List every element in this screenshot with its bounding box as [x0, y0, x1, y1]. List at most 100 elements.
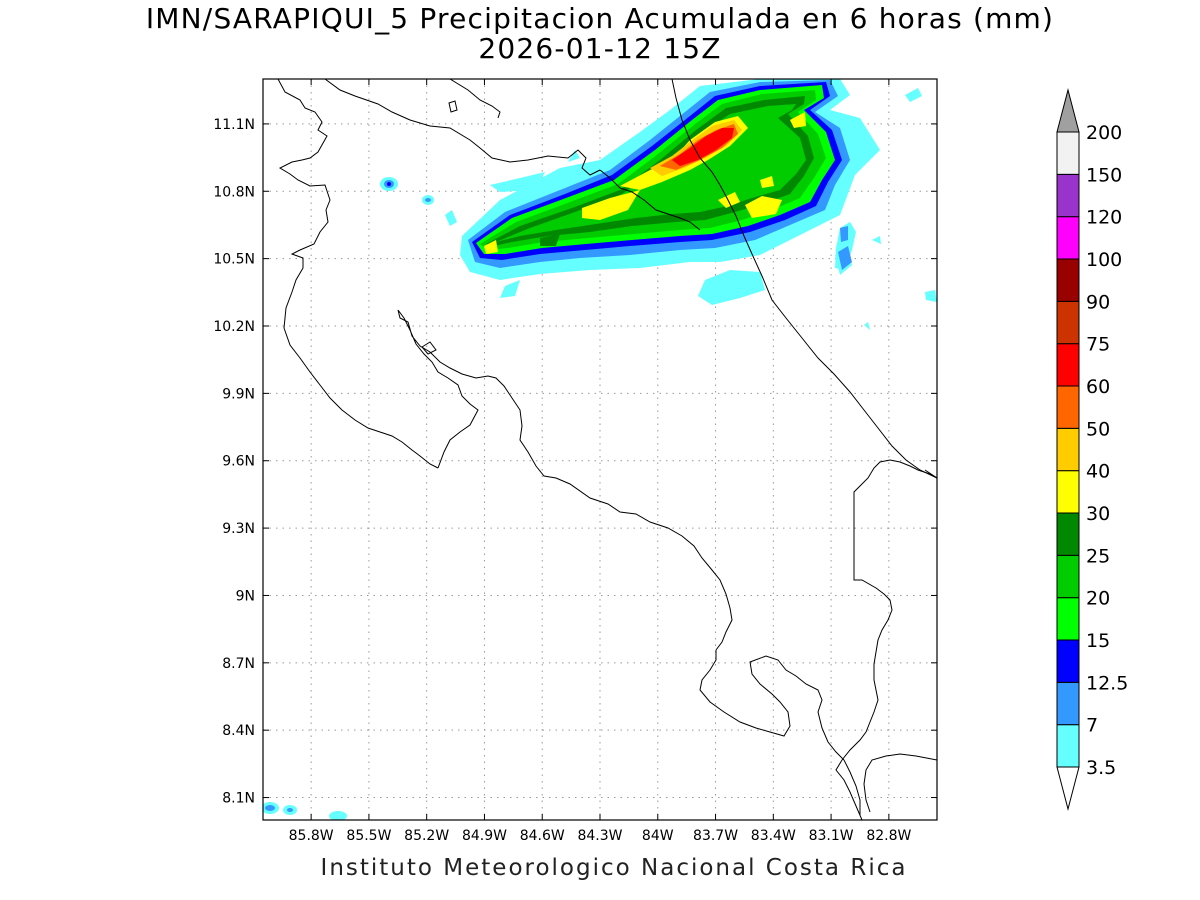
colorbar-label: 90 [1086, 291, 1110, 313]
precip-7-area [838, 246, 852, 270]
precip-7-area [425, 198, 431, 202]
colorbar-label: 60 [1086, 376, 1110, 398]
precip-7-area [840, 226, 848, 242]
precip-3.5-area [925, 290, 937, 302]
colorbar-label: 3.5 [1086, 757, 1116, 779]
precip-3.5-area [872, 236, 881, 244]
lat-tick-label: 9N [236, 588, 255, 604]
precip-40-area [760, 176, 774, 188]
colorbar-segment [1056, 597, 1080, 641]
coastlines [277, 79, 937, 820]
lon-tick-label: 84.9W [462, 828, 507, 844]
precip-75-area [672, 128, 734, 166]
lon-tick-label: 84W [642, 828, 674, 844]
colorbar-segment [1056, 385, 1080, 429]
precip-40-area [745, 196, 782, 218]
colorbar-label: 30 [1086, 503, 1110, 525]
footer-credit: Instituto Meteorologico Nacional Costa R… [320, 855, 908, 881]
map-title: IMN/SARAPIQUI_5 Precipitacion Acumulada … [145, 2, 1055, 35]
pacific-coast [283, 327, 439, 469]
colorbar-segment [1056, 639, 1080, 683]
colorbar-segment [1056, 724, 1080, 768]
precip-40-area [790, 112, 806, 128]
lon-tick-label: 83.4W [751, 828, 796, 844]
lat-tick-label: 10.2N [213, 319, 255, 335]
precip-colorbar: 3.5 7 12.5 15 20 25 30 40 50 60 75 90 100 120 150 200 [1056, 88, 1128, 811]
lat-tick-label: 8.1N [222, 791, 255, 807]
precip-3.5-area [445, 210, 457, 226]
lake-nicaragua-shore [324, 79, 601, 176]
precip-3.5-area [864, 322, 870, 330]
island-outline [448, 100, 458, 113]
chira-island [421, 341, 437, 355]
lon-tick-label: 84.6W [520, 828, 565, 844]
colorbar-label: 50 [1086, 418, 1110, 440]
colorbar-label: 12.5 [1086, 672, 1128, 694]
map-valid-time: 2026-01-12 15Z [478, 32, 722, 65]
lon-tick-label: 83.7W [693, 828, 738, 844]
caribbean-coast [719, 184, 937, 479]
precip-3.5-area [698, 270, 765, 305]
lon-tick-label: 85.8W [289, 828, 334, 844]
colorbar-label: 7 [1086, 715, 1098, 737]
lat-tick-label: 8.4N [222, 723, 255, 739]
precip-7-area [265, 805, 275, 811]
colorbar-min-arrow [1056, 766, 1080, 811]
nicoya-coast [397, 309, 733, 651]
lat-tick-label: 9.9N [222, 386, 255, 402]
colorbar-max-arrow [1056, 88, 1080, 133]
colorbar-label: 150 [1086, 164, 1122, 186]
lat-tick-label: 10.8N [213, 184, 255, 200]
map-axes: 11.1N 10.8N 10.5N 10.2N 9.9N 9.6N 9.3N 9N 8.7N 8.… [213, 79, 937, 844]
colorbar-segment [1056, 300, 1080, 345]
cr-pan-border [835, 459, 937, 820]
colorbar-segment [1056, 216, 1080, 260]
colorbar-segment [1056, 173, 1080, 218]
precip-7-area [287, 808, 293, 812]
precip-3.5-area [329, 811, 347, 820]
lon-tick-label: 84.3W [577, 828, 622, 844]
colorbar-segment [1056, 512, 1080, 556]
precip-12.5-area [387, 182, 391, 186]
colorbar-segment [1056, 343, 1080, 387]
precip-25-area [540, 234, 560, 246]
coast-north [449, 79, 501, 119]
colorbar-label: 20 [1086, 588, 1110, 610]
colorbar-segment [1056, 131, 1080, 175]
precip-40-area [484, 240, 498, 254]
golfito-coast [863, 753, 937, 813]
bocas-coast [924, 469, 937, 479]
precip-3.5-area [500, 280, 520, 298]
lon-tick-label: 85.5W [346, 828, 391, 844]
lat-tick-label: 11.1N [213, 117, 255, 133]
lon-tick-label: 85.2W [404, 828, 449, 844]
colorbar-segment [1056, 258, 1080, 302]
colorbar-label: 25 [1086, 545, 1110, 567]
lon-tick-label: 83.1W [809, 828, 854, 844]
colorbar-label: 200 [1086, 122, 1122, 144]
lat-tick-label: 8.7N [222, 656, 255, 672]
lon-tick-label: 82.8W [866, 828, 911, 844]
colorbar-segment [1056, 554, 1080, 599]
colorbar-label: 40 [1086, 461, 1110, 483]
precip-3.5-area [905, 88, 922, 102]
colorbar-segment [1056, 470, 1080, 514]
lat-tick-label: 9.6N [222, 454, 255, 470]
colorbar-label: 75 [1086, 334, 1110, 356]
precip-40-area [582, 190, 640, 220]
precip-40-area [718, 192, 740, 208]
lake-nicaragua-shore [277, 79, 331, 329]
colorbar-label: 100 [1086, 249, 1122, 271]
precip-3.5-area [490, 172, 545, 192]
colorbar-label: 15 [1086, 630, 1110, 652]
osa-coast [699, 650, 861, 815]
lat-tick-label: 10.5N [213, 252, 255, 268]
colorbar-segment [1056, 681, 1080, 726]
colorbar-segment [1056, 427, 1080, 472]
nic-cr-border [671, 79, 721, 186]
lat-tick-label: 9.3N [222, 521, 255, 537]
precip-3.5-area [568, 150, 580, 162]
nic-cr-border [599, 169, 701, 231]
colorbar-label: 120 [1086, 207, 1122, 229]
